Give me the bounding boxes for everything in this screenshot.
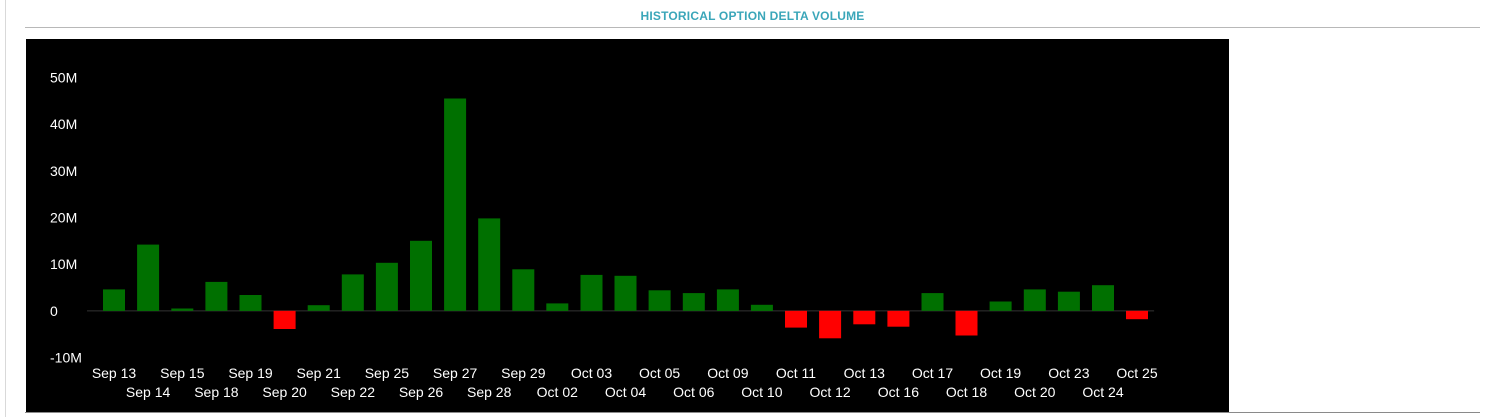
x-tick-label: Sep 20 <box>262 384 307 400</box>
x-tick-label: Sep 25 <box>365 365 410 381</box>
bar <box>239 295 262 311</box>
bar <box>682 293 705 311</box>
bar <box>546 303 569 311</box>
bar <box>137 244 160 311</box>
bar <box>512 269 535 311</box>
x-tick-label: Sep 28 <box>467 384 512 400</box>
x-tick-label: Oct 02 <box>537 384 578 400</box>
y-tick-label: 20M <box>50 210 77 226</box>
delta-volume-chart: 50M 40M 30M 20M 10M 0 -10M Sep 13 Sep 14 Sep 15 S… <box>26 39 1229 413</box>
bar <box>648 290 671 311</box>
bar <box>921 293 944 311</box>
bar <box>307 305 330 311</box>
y-tick-label: 30M <box>50 163 77 179</box>
x-tick-label: Sep 13 <box>92 365 137 381</box>
bar <box>785 310 807 328</box>
bar <box>273 310 296 329</box>
x-tick-label: Oct 17 <box>912 365 953 381</box>
x-tick-label: Oct 10 <box>741 384 782 400</box>
bar <box>1057 291 1080 311</box>
panel-title: HISTORICAL OPTION DELTA VOLUME <box>640 9 865 23</box>
delta-volume-panel: HISTORICAL OPTION DELTA VOLUME 50M 40M 30M… <box>25 0 1480 417</box>
y-tick-label: 40M <box>50 116 77 132</box>
bar <box>716 289 739 311</box>
bar <box>1126 310 1148 320</box>
bars <box>87 98 1155 339</box>
y-tick-label: 10M <box>50 256 77 272</box>
x-tick-label: Oct 11 <box>776 365 816 381</box>
bottom-divider <box>25 412 1480 413</box>
bar <box>580 274 603 311</box>
x-tick-label: Oct 13 <box>844 365 885 381</box>
bar <box>410 240 432 311</box>
bar <box>103 289 125 311</box>
bar <box>444 98 467 311</box>
y-axis: 50M 40M 30M 20M 10M 0 -10M <box>50 70 82 366</box>
x-tick-label: Sep 22 <box>331 384 376 400</box>
x-tick-label: Oct 12 <box>809 384 850 400</box>
y-tick-label: -10M <box>50 350 82 366</box>
x-tick-label: Oct 24 <box>1082 384 1123 400</box>
bar <box>750 304 773 311</box>
x-tick-label: Sep 29 <box>501 365 546 381</box>
x-tick-label: Sep 21 <box>297 365 342 381</box>
bar <box>955 310 978 336</box>
y-tick-label: 50M <box>50 70 77 86</box>
x-tick-label: Oct 09 <box>707 365 748 381</box>
x-tick-label: Sep 19 <box>228 365 273 381</box>
bar <box>989 301 1012 311</box>
bar <box>341 274 364 311</box>
x-tick-label: Sep 15 <box>160 365 205 381</box>
x-tick-label: Oct 05 <box>639 365 680 381</box>
title-divider <box>25 27 1480 28</box>
x-tick-label: Oct 03 <box>571 365 612 381</box>
bar <box>853 310 876 325</box>
left-divider <box>5 0 6 417</box>
x-tick-label: Oct 16 <box>878 384 919 400</box>
x-tick-label: Oct 04 <box>605 384 646 400</box>
bar <box>819 310 842 339</box>
bar <box>478 218 501 311</box>
bar <box>1092 285 1114 311</box>
x-tick-label: Sep 14 <box>126 384 171 400</box>
bar <box>1023 289 1046 311</box>
x-axis: Sep 13 Sep 14 Sep 15 Sep 18 Sep 19 Sep 20 Sep … <box>92 365 1158 400</box>
x-tick-label: Oct 23 <box>1048 365 1089 381</box>
x-tick-label: Oct 20 <box>1014 384 1055 400</box>
y-tick-label: 0 <box>50 303 58 319</box>
x-tick-label: Oct 25 <box>1116 365 1157 381</box>
x-tick-label: Sep 26 <box>399 384 444 400</box>
bar <box>171 308 194 311</box>
bar <box>614 275 637 311</box>
x-tick-label: Oct 19 <box>980 365 1021 381</box>
x-tick-label: Sep 18 <box>194 384 239 400</box>
x-tick-label: Oct 18 <box>946 384 987 400</box>
bar <box>375 262 398 311</box>
bar <box>887 310 910 327</box>
x-tick-label: Sep 27 <box>433 365 478 381</box>
bar <box>205 281 228 311</box>
x-tick-label: Oct 06 <box>673 384 714 400</box>
